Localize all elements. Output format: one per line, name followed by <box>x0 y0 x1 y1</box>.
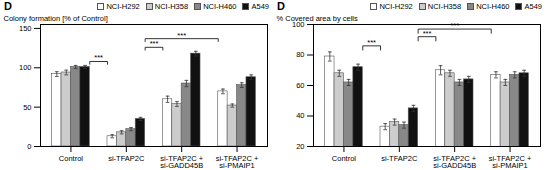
html-text:NCI-H292: NCI-H292 <box>106 1 140 11</box>
svg-text:100: 100 <box>292 19 305 29</box>
svg-text:***: *** <box>150 39 159 48</box>
svg-text:***: *** <box>450 21 459 30</box>
html-text:A549: A549 <box>524 1 542 11</box>
svg-text:0: 0 <box>27 142 31 151</box>
html-text:NCI-H460: NCI-H460 <box>203 1 237 11</box>
html-text:NCI-H292: NCI-H292 <box>379 1 413 11</box>
html-text:D: D <box>277 0 285 12</box>
svg-text:20: 20 <box>296 142 304 151</box>
svg-text:Control: Control <box>332 154 357 163</box>
svg-text:***: *** <box>367 38 376 47</box>
html-text:A549: A549 <box>251 1 269 11</box>
svg-text:100: 100 <box>19 63 32 72</box>
svg-text:% Covered area by cells: % Covered area by cells <box>277 14 359 23</box>
svg-text:si-TFAP2C +si-GADD45B: si-TFAP2C +si-GADD45B <box>433 154 476 170</box>
html-text:NCI-H460: NCI-H460 <box>476 1 510 11</box>
svg-text:50: 50 <box>23 103 31 112</box>
svg-text:***: *** <box>94 53 103 62</box>
svg-text:si-TFAP2C +si-PMAIP1: si-TFAP2C +si-PMAIP1 <box>216 154 259 170</box>
svg-text:60: 60 <box>296 81 304 90</box>
svg-text:80: 80 <box>296 50 304 59</box>
svg-text:150: 150 <box>19 24 32 33</box>
svg-text:si-TFAP2C: si-TFAP2C <box>381 154 418 163</box>
svg-text:40: 40 <box>296 111 304 120</box>
svg-text:***: *** <box>177 31 186 40</box>
svg-text:si-TFAP2C: si-TFAP2C <box>108 154 145 163</box>
svg-text:Control: Control <box>59 154 84 163</box>
svg-text:si-TFAP2C +si-GADD45B: si-TFAP2C +si-GADD45B <box>160 154 203 170</box>
html-text:D: D <box>4 0 12 12</box>
svg-text:***: *** <box>423 29 432 38</box>
svg-text:Colony formation [% of Control: Colony formation [% of Control] <box>4 14 108 23</box>
html-text:NCI-H358: NCI-H358 <box>427 1 462 11</box>
svg-text:si-TFAP2C +si-PMAIP1: si-TFAP2C +si-PMAIP1 <box>489 154 532 170</box>
html-text:NCI-H358: NCI-H358 <box>154 1 189 11</box>
